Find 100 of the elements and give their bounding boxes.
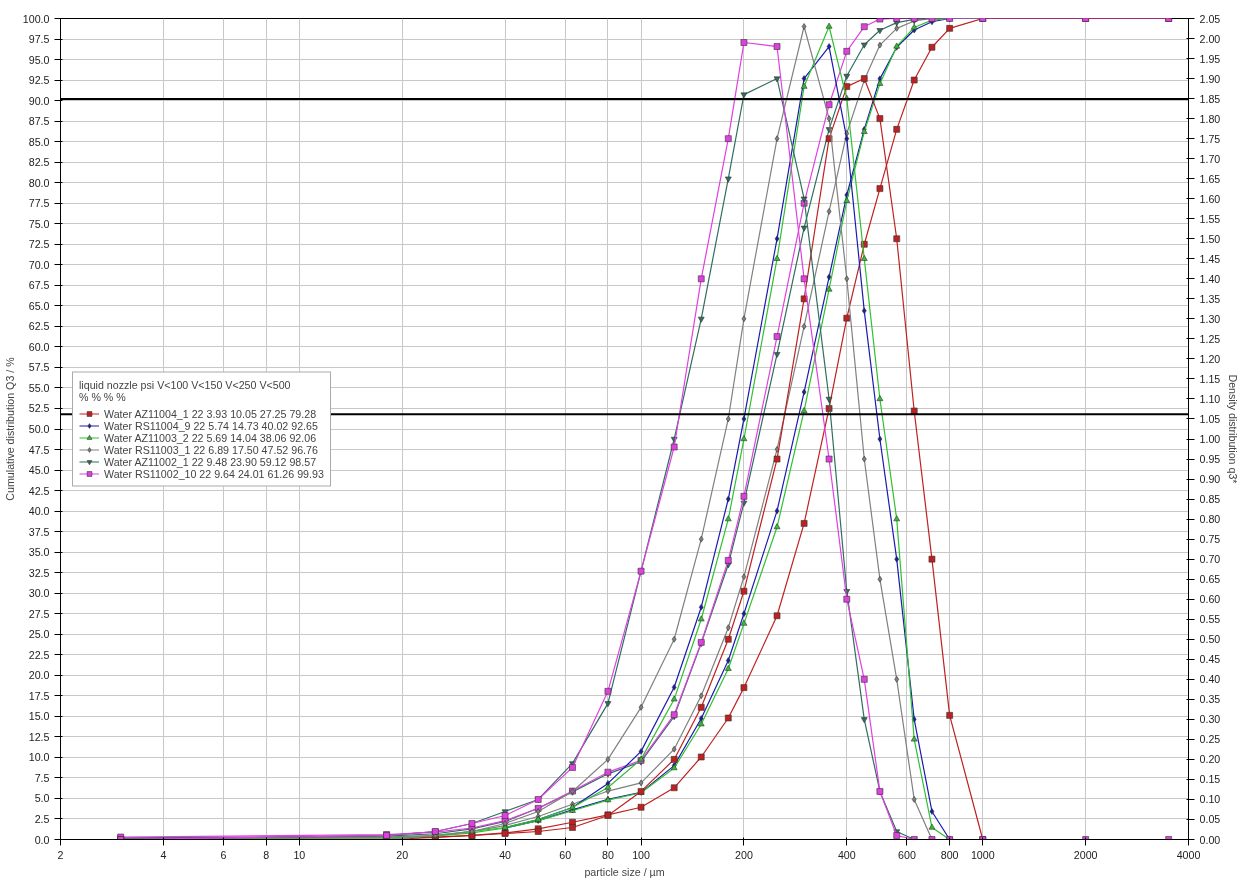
y2-tick-label: 1.25 xyxy=(1199,332,1221,345)
y2-tick-label: 0.00 xyxy=(1199,833,1221,846)
y2-tick-label: 0.55 xyxy=(1199,613,1221,626)
y2-tick-label: 0.65 xyxy=(1199,573,1221,586)
y2-tick-label: 1.90 xyxy=(1199,72,1221,85)
x-tick-label: 60 xyxy=(559,848,572,861)
y2-tick-label: 1.70 xyxy=(1199,152,1221,165)
y-tick-label: 37.5 xyxy=(28,525,50,538)
y-tick-label: 20.0 xyxy=(28,669,50,682)
y-tick-label: 55.0 xyxy=(28,381,50,394)
y2-tick-label: 0.15 xyxy=(1199,773,1221,786)
y-tick-label: 12.5 xyxy=(28,730,50,743)
y-tick-label: 7.5 xyxy=(34,771,50,784)
y2-tick-label: 0.90 xyxy=(1199,473,1221,486)
y-tick-label: 75.0 xyxy=(28,217,50,230)
y2-tick-label: 2.00 xyxy=(1199,32,1221,45)
y2-tick-label: 1.80 xyxy=(1199,112,1221,125)
y-tick-label: 2.5 xyxy=(34,812,50,825)
y2-tick-label: 1.85 xyxy=(1199,92,1221,105)
legend-label: Water AZ11003_2 22 5.69 14.04 38.06 92.06 xyxy=(104,431,317,443)
y2-tick-label: 0.95 xyxy=(1199,453,1221,466)
x-tick-label: 200 xyxy=(735,848,753,861)
y2-tick-label: 1.30 xyxy=(1199,312,1221,325)
y-tick-label: 10.0 xyxy=(28,751,50,764)
x-tick-label: 4000 xyxy=(1176,848,1201,861)
y-tick-label: 80.0 xyxy=(28,176,50,189)
y-tick-label: 57.5 xyxy=(28,361,50,374)
x-tick-label: 6 xyxy=(220,848,227,861)
y2-tick-label: 0.45 xyxy=(1199,653,1221,666)
y-tick-label: 35.0 xyxy=(28,546,50,559)
y-tick-label: 30.0 xyxy=(28,587,50,600)
x-tick-label: 8 xyxy=(263,848,270,861)
y-tick-label: 27.5 xyxy=(28,607,50,620)
y2-tick-label: 1.75 xyxy=(1199,132,1221,145)
y-tick-label: 40.0 xyxy=(28,505,50,518)
y-tick-label: 72.5 xyxy=(28,238,50,251)
y-tick-label: 82.5 xyxy=(28,156,50,169)
y-tick-label: 15.0 xyxy=(28,710,50,723)
y2-tick-label: 1.60 xyxy=(1199,192,1221,205)
y2-tick-label: 0.60 xyxy=(1199,593,1221,606)
y-tick-label: 0.0 xyxy=(34,833,50,846)
x-tick-label: 10 xyxy=(293,848,306,861)
y2-tick-label: 1.45 xyxy=(1199,252,1221,265)
y-tick-label: 5.0 xyxy=(34,792,50,805)
x-tick-label: 20 xyxy=(396,848,409,861)
y2-tick-label: 1.95 xyxy=(1199,52,1221,65)
y2-tick-label: 0.75 xyxy=(1199,533,1221,546)
y-tick-label: 50.0 xyxy=(28,423,50,435)
y-tick-label: 90.0 xyxy=(28,94,50,107)
y2-tick-label: 1.65 xyxy=(1199,172,1221,185)
y-tick-label: 25.0 xyxy=(28,628,50,641)
y-tick-label: 62.5 xyxy=(28,320,50,333)
x-tick-label: 40 xyxy=(499,848,512,861)
y-tick-label: 67.5 xyxy=(28,279,50,292)
y2-tick-label: 0.25 xyxy=(1199,733,1221,746)
y2-tick-label: 0.35 xyxy=(1199,693,1221,706)
y-axis-title: Cumulative distribution Q3 / % xyxy=(3,356,16,501)
y-tick-label: 92.5 xyxy=(28,74,50,87)
x-tick-label: 400 xyxy=(837,848,856,861)
x-tick-label: 2000 xyxy=(1073,848,1098,861)
y-tick-label: 42.5 xyxy=(28,484,50,497)
y2-tick-label: 0.70 xyxy=(1199,553,1221,566)
y-tick-label: 65.0 xyxy=(28,299,50,312)
y2-tick-label: 0.40 xyxy=(1199,673,1221,686)
y-tick-label: 85.0 xyxy=(28,135,50,148)
legend-label: Water RS11003_1 22 6.89 17.50 47.52 96.76 xyxy=(104,443,318,455)
x-tick-label: 4 xyxy=(160,848,167,861)
y-tick-label: 52.5 xyxy=(28,402,50,415)
y2-tick-label: 1.50 xyxy=(1199,232,1221,245)
y2-axis-title: Density distribution q3* xyxy=(1227,374,1240,484)
y-tick-label: 97.5 xyxy=(28,33,50,46)
y-tick-label: 17.5 xyxy=(28,689,50,702)
y2-tick-label: 1.00 xyxy=(1199,433,1221,446)
y-tick-label: 95.0 xyxy=(28,53,50,66)
y-tick-label: 100.0 xyxy=(22,12,50,25)
x-tick-label: 100 xyxy=(632,848,651,861)
x-tick-label: 1000 xyxy=(970,848,995,861)
legend-label: Water RS11004_9 22 5.74 14.73 40.02 92.65 xyxy=(104,419,318,431)
y2-tick-label: 0.30 xyxy=(1199,713,1221,726)
x-tick-label: 80 xyxy=(602,848,614,861)
y-tick-label: 77.5 xyxy=(28,197,50,210)
y2-tick-label: 0.80 xyxy=(1199,513,1221,526)
y2-tick-label: 1.35 xyxy=(1199,292,1221,305)
y2-tick-label: 0.05 xyxy=(1199,813,1221,826)
legend-title: liquid nozzle psi V<100 V<150 V<250 V<500 % % % % xyxy=(79,378,292,402)
legend-label: Water AZ11002_1 22 9.48 23.90 59.12 98.57 xyxy=(104,455,317,467)
y2-tick-label: 2.05 xyxy=(1199,12,1221,25)
legend-label: Water AZ11004_1 22 3.93 10.05 27.25 79.28 xyxy=(104,407,317,419)
y2-tick-label: 1.05 xyxy=(1199,412,1221,425)
y2-tick-label: 0.50 xyxy=(1199,633,1221,646)
x-tick-label: 2 xyxy=(57,848,64,861)
y-tick-label: 70.0 xyxy=(28,258,50,271)
y2-tick-label: 1.40 xyxy=(1199,272,1221,285)
legend-label: Water RS11002_10 22 9.64 24.01 61.26 99.93 xyxy=(104,467,324,479)
y-tick-label: 47.5 xyxy=(28,443,50,456)
y2-tick-label: 1.20 xyxy=(1199,352,1221,365)
y2-tick-label: 1.10 xyxy=(1199,392,1221,405)
x-tick-label: 800 xyxy=(940,848,959,861)
y2-tick-label: 0.20 xyxy=(1199,753,1221,766)
x-tick-label: 600 xyxy=(898,848,916,861)
